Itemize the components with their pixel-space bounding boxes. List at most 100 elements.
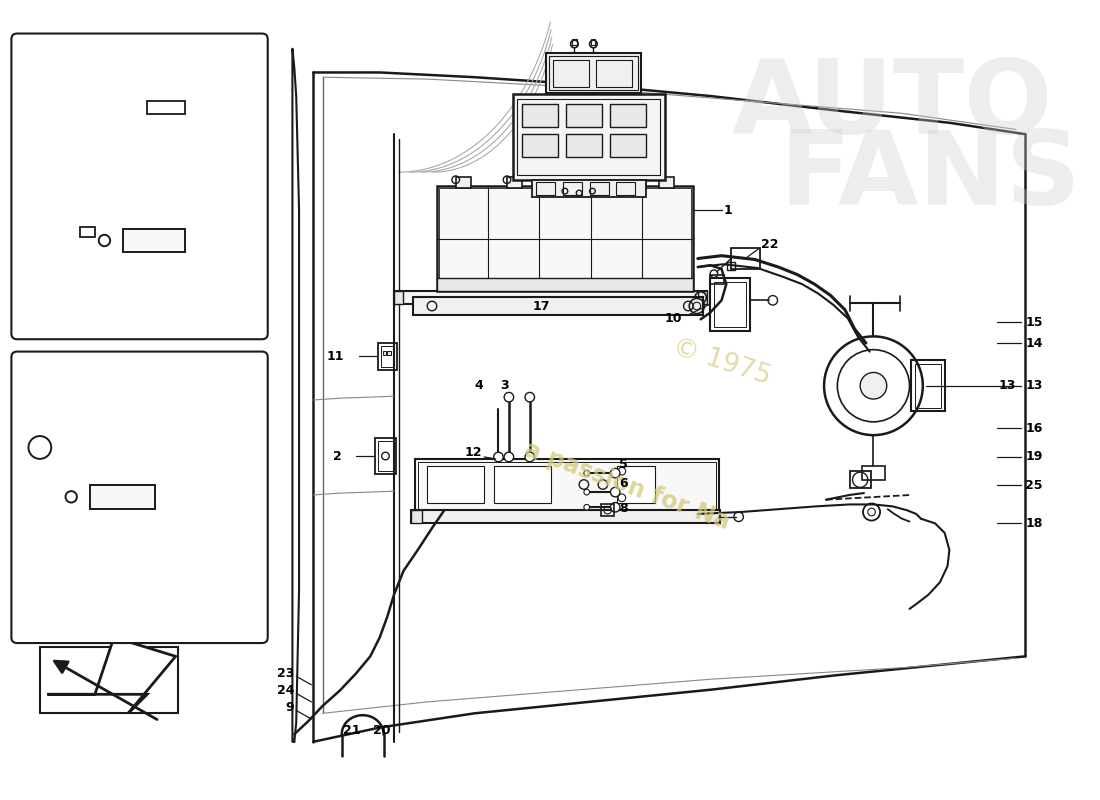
Bar — [439, 188, 691, 289]
Bar — [79, 227, 95, 237]
Bar — [849, 471, 870, 488]
FancyBboxPatch shape — [11, 34, 267, 339]
Bar — [378, 343, 397, 370]
Text: 15: 15 — [1025, 316, 1043, 329]
Circle shape — [504, 452, 514, 462]
Polygon shape — [47, 638, 176, 714]
Bar — [394, 291, 404, 304]
Text: 6: 6 — [619, 477, 628, 490]
Bar — [659, 177, 674, 188]
Text: 3: 3 — [500, 379, 509, 392]
Bar — [591, 39, 595, 45]
Text: 9: 9 — [286, 701, 295, 714]
Bar — [732, 248, 759, 269]
Circle shape — [610, 487, 620, 497]
Bar — [494, 466, 551, 502]
Bar — [411, 510, 719, 523]
Bar — [552, 60, 589, 86]
Text: FANS: FANS — [780, 126, 1081, 227]
Bar — [572, 39, 578, 45]
Bar — [711, 278, 750, 330]
Text: 1: 1 — [724, 204, 733, 217]
Text: Valid for UK: Valid for UK — [95, 319, 187, 333]
Bar — [563, 182, 582, 195]
Text: FERRARI: FERRARI — [107, 492, 139, 502]
Bar — [522, 134, 558, 157]
Text: 13: 13 — [999, 379, 1016, 392]
Text: 7: 7 — [156, 376, 166, 390]
Bar — [415, 459, 718, 512]
Bar — [411, 510, 422, 523]
Circle shape — [860, 373, 887, 399]
Bar — [537, 182, 556, 195]
Bar — [378, 441, 393, 471]
Bar — [394, 291, 707, 304]
Bar — [549, 56, 638, 90]
Text: 11: 11 — [327, 350, 343, 363]
Text: 25: 25 — [1025, 479, 1043, 492]
Text: 2: 2 — [333, 450, 342, 462]
Text: 19: 19 — [1025, 450, 1043, 463]
Text: 14: 14 — [1025, 337, 1043, 350]
Bar — [383, 350, 386, 355]
Bar — [507, 177, 522, 188]
Text: 20: 20 — [373, 724, 390, 737]
Bar — [601, 505, 614, 516]
Bar — [455, 177, 471, 188]
Text: 23: 23 — [277, 667, 295, 680]
Bar — [147, 101, 185, 114]
Text: 17: 17 — [532, 301, 550, 314]
Bar — [711, 274, 725, 284]
Bar — [546, 54, 641, 94]
Text: 16: 16 — [1025, 422, 1043, 435]
Bar — [616, 182, 635, 195]
Circle shape — [504, 393, 514, 402]
Text: 5: 5 — [619, 458, 628, 471]
Text: 8: 8 — [619, 502, 628, 514]
Text: © 1975: © 1975 — [669, 334, 774, 390]
Text: AUTO: AUTO — [732, 55, 1053, 156]
Text: 7: 7 — [55, 91, 65, 106]
Bar — [862, 466, 884, 480]
Text: 18: 18 — [1025, 517, 1043, 530]
Bar — [522, 104, 558, 126]
Text: 12: 12 — [465, 446, 482, 458]
Bar — [558, 177, 573, 188]
Text: 26: 26 — [104, 56, 123, 70]
Bar — [609, 104, 646, 126]
Bar — [531, 180, 646, 197]
Bar — [697, 291, 707, 304]
Bar — [714, 282, 746, 327]
Bar — [517, 99, 660, 175]
Bar — [513, 94, 664, 180]
Circle shape — [610, 502, 620, 512]
Bar — [375, 438, 396, 474]
Circle shape — [525, 452, 535, 462]
Circle shape — [584, 490, 590, 495]
Bar — [381, 346, 394, 366]
Text: 10: 10 — [664, 312, 682, 325]
Bar — [90, 486, 155, 509]
Text: 24: 24 — [277, 684, 295, 697]
Text: 4: 4 — [474, 379, 483, 392]
Text: 22: 22 — [761, 238, 779, 250]
Circle shape — [610, 468, 620, 478]
Bar — [40, 647, 177, 714]
Bar — [123, 229, 185, 252]
FancyBboxPatch shape — [11, 351, 267, 643]
Bar — [418, 462, 716, 509]
Bar — [609, 134, 646, 157]
Circle shape — [584, 505, 590, 510]
Text: 27: 27 — [166, 91, 185, 106]
Bar — [437, 278, 693, 291]
Circle shape — [584, 470, 590, 476]
Bar — [617, 466, 656, 502]
Bar — [727, 262, 735, 270]
Bar — [565, 134, 602, 157]
Bar — [387, 350, 392, 355]
Bar — [427, 466, 484, 502]
Text: 21: 21 — [342, 724, 360, 737]
Circle shape — [525, 393, 535, 402]
Text: Vale per UK: Vale per UK — [95, 300, 186, 314]
Bar — [437, 186, 693, 291]
